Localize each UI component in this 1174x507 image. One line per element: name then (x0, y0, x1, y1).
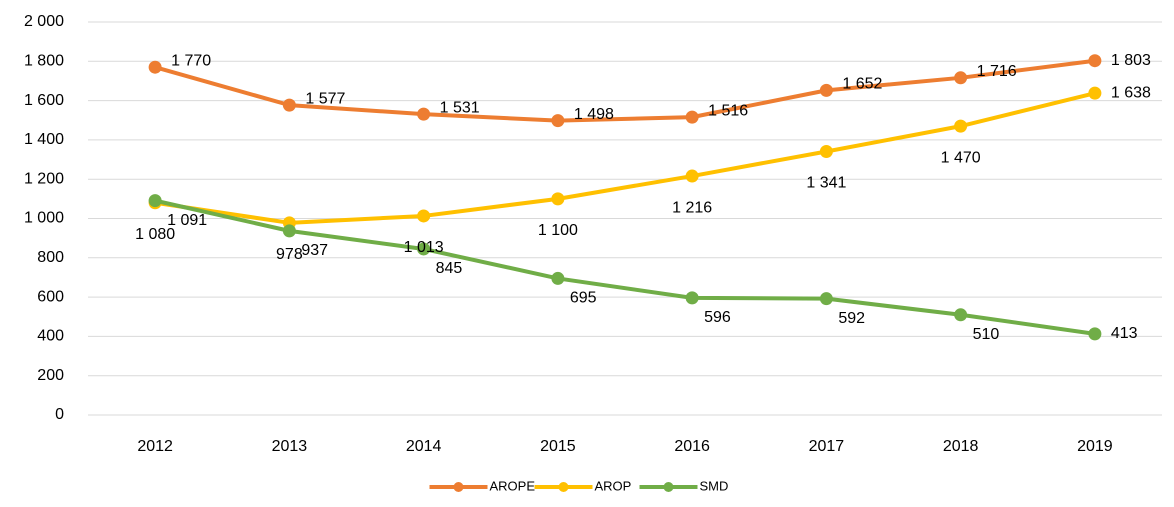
data-point (1088, 327, 1102, 341)
x-tick-label: 2012 (137, 438, 173, 455)
data-point (685, 291, 699, 305)
data-point (551, 192, 565, 206)
y-tick-label: 600 (37, 288, 64, 305)
data-label: 1 341 (806, 175, 846, 192)
y-tick-label: 1 600 (24, 92, 64, 109)
data-point (551, 114, 565, 128)
data-point (954, 119, 968, 133)
data-point (282, 224, 296, 238)
legend-marker (453, 482, 464, 492)
series-line (154, 91, 1096, 225)
x-tick-label: 2019 (1077, 438, 1113, 455)
data-point (417, 242, 431, 256)
x-tick-label: 2017 (809, 438, 845, 455)
data-point (954, 71, 968, 85)
data-point (1088, 54, 1102, 68)
data-label: 1 803 (1111, 52, 1151, 69)
data-label: 1 770 (171, 52, 211, 69)
y-tick-label: 2 000 (24, 13, 64, 30)
series-line (154, 58, 1096, 123)
data-label: 845 (436, 260, 463, 277)
y-tick-label: 1 000 (24, 210, 64, 227)
data-point (819, 83, 833, 97)
y-tick-label: 1 200 (24, 170, 64, 187)
data-label: 1 498 (574, 106, 614, 123)
data-label: 695 (570, 290, 597, 307)
legend-label: AROP (595, 478, 632, 493)
data-label: 1 652 (842, 76, 882, 93)
x-tick-label: 2016 (674, 438, 710, 455)
x-tick-label: 2013 (272, 438, 308, 455)
data-point (819, 292, 833, 306)
legend-label: AROPE (490, 478, 536, 493)
data-point (282, 98, 296, 112)
data-label: 1 516 (708, 102, 748, 119)
data-label: 1 013 (404, 239, 444, 256)
data-point (417, 107, 431, 121)
data-label: 1 531 (440, 99, 480, 116)
data-label: 1 216 (672, 199, 712, 216)
data-point (551, 271, 565, 285)
legend-marker (663, 482, 674, 492)
data-label: 978 (276, 246, 303, 263)
data-label: 1 080 (135, 226, 175, 243)
y-tick-label: 400 (37, 328, 64, 345)
legend-marker (558, 482, 569, 492)
y-tick-label: 800 (37, 249, 64, 266)
x-tick-label: 2015 (540, 438, 576, 455)
x-tick-label: 2018 (943, 438, 979, 455)
data-label: 413 (1111, 325, 1138, 342)
data-point (148, 60, 162, 74)
data-label: 1 470 (941, 149, 981, 166)
data-label: 1 091 (167, 212, 207, 229)
y-tick-label: 0 (55, 406, 64, 423)
data-label: 937 (301, 242, 328, 259)
data-label: 1 100 (538, 222, 578, 239)
data-point (819, 144, 833, 158)
legend-label: SMD (700, 478, 729, 493)
data-point (148, 194, 162, 208)
data-point (1088, 86, 1102, 100)
data-label: 592 (838, 310, 865, 327)
y-tick-label: 1 400 (24, 131, 64, 148)
y-tick-label: 200 (37, 367, 64, 384)
data-label: 1 577 (305, 90, 345, 107)
data-point (685, 169, 699, 183)
y-tick-label: 1 800 (24, 53, 64, 70)
x-tick-label: 2014 (406, 438, 442, 455)
data-point (685, 110, 699, 124)
data-label: 596 (704, 309, 731, 326)
data-point (417, 209, 431, 223)
data-point (954, 308, 968, 322)
data-label: 1 716 (977, 63, 1017, 80)
data-label: 510 (973, 326, 1000, 343)
series-line (154, 198, 1096, 336)
data-label: 1 638 (1111, 84, 1151, 101)
